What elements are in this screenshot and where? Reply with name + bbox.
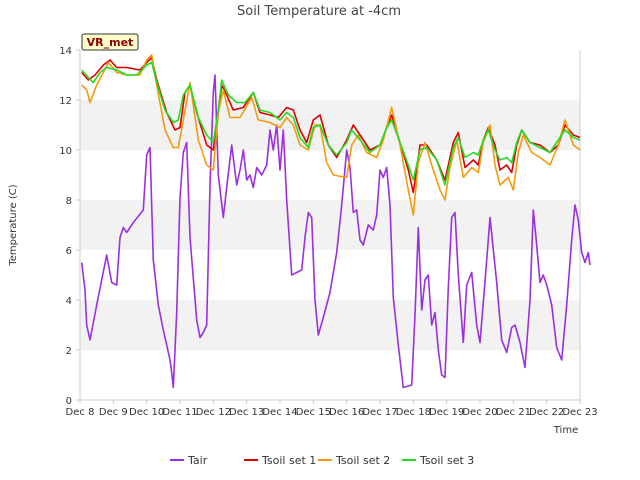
series-line-tsoil-set-3: [81, 61, 581, 186]
x-tick-label: Dec 19: [429, 407, 464, 418]
x-tick-label: Dec 18: [396, 407, 431, 418]
x-axis-label: Time: [553, 425, 578, 436]
y-tick-labels: 0 2 4 6 8 10 12 14: [59, 46, 80, 407]
legend-label-tsoil-set-2: Tsoil set 2: [335, 454, 390, 467]
grid-bands: [80, 100, 580, 350]
y-tick-label: 12: [59, 96, 72, 107]
grid-band: [80, 200, 580, 250]
x-tick-label: Dec 15: [296, 407, 331, 418]
x-tick-label: Dec 22: [529, 407, 564, 418]
y-axis-label: Temperature (C): [8, 184, 19, 266]
x-tick-label: Dec 16: [329, 407, 364, 418]
x-tick-label: Dec 10: [129, 407, 164, 418]
legend-label-tsoil-set-3: Tsoil set 3: [419, 454, 474, 467]
series-line-tsoil-set-1: [81, 56, 581, 194]
legend: Tair Tsoil set 1 Tsoil set 2 Tsoil set 3: [170, 454, 474, 467]
grid-band: [80, 100, 580, 150]
axes: [79, 50, 581, 401]
y-tick-label: 10: [59, 146, 72, 157]
y-tick-label: 0: [66, 396, 72, 407]
y-tick-label: 14: [59, 46, 72, 57]
y-tick-label: 6: [66, 246, 72, 257]
x-tick-label: Dec 12: [196, 407, 231, 418]
x-tick-label: Dec 17: [362, 407, 397, 418]
x-tick-label: Dec 23: [562, 407, 597, 418]
chart-title: Soil Temperature at -4cm: [237, 4, 401, 19]
x-tick-label: Dec 11: [162, 407, 197, 418]
series-lines: [80, 54, 591, 389]
y-tick-label: 4: [66, 296, 72, 307]
station-label: VR_met: [81, 33, 139, 51]
y-tick-label: 2: [66, 346, 72, 357]
station-label-box: [81, 33, 139, 51]
y-tick-label: 8: [66, 196, 72, 207]
legend-label-tair: Tair: [187, 454, 208, 467]
series-line-tsoil-set-2: [81, 54, 581, 216]
legend-label-tsoil-set-1: Tsoil set 1: [261, 454, 316, 467]
x-tick-label: Dec 13: [229, 407, 264, 418]
x-tick-label: Dec 20: [462, 407, 497, 418]
x-tick-label: Dec 14: [262, 407, 297, 418]
series-line-tair: [80, 74, 591, 389]
station-label-text: VR_met: [87, 36, 134, 49]
grid-band: [80, 300, 580, 350]
x-tick-label: Dec 21: [496, 407, 531, 418]
x-tick-label: Dec 8: [66, 407, 95, 418]
x-tick-label: Dec 9: [99, 407, 128, 418]
